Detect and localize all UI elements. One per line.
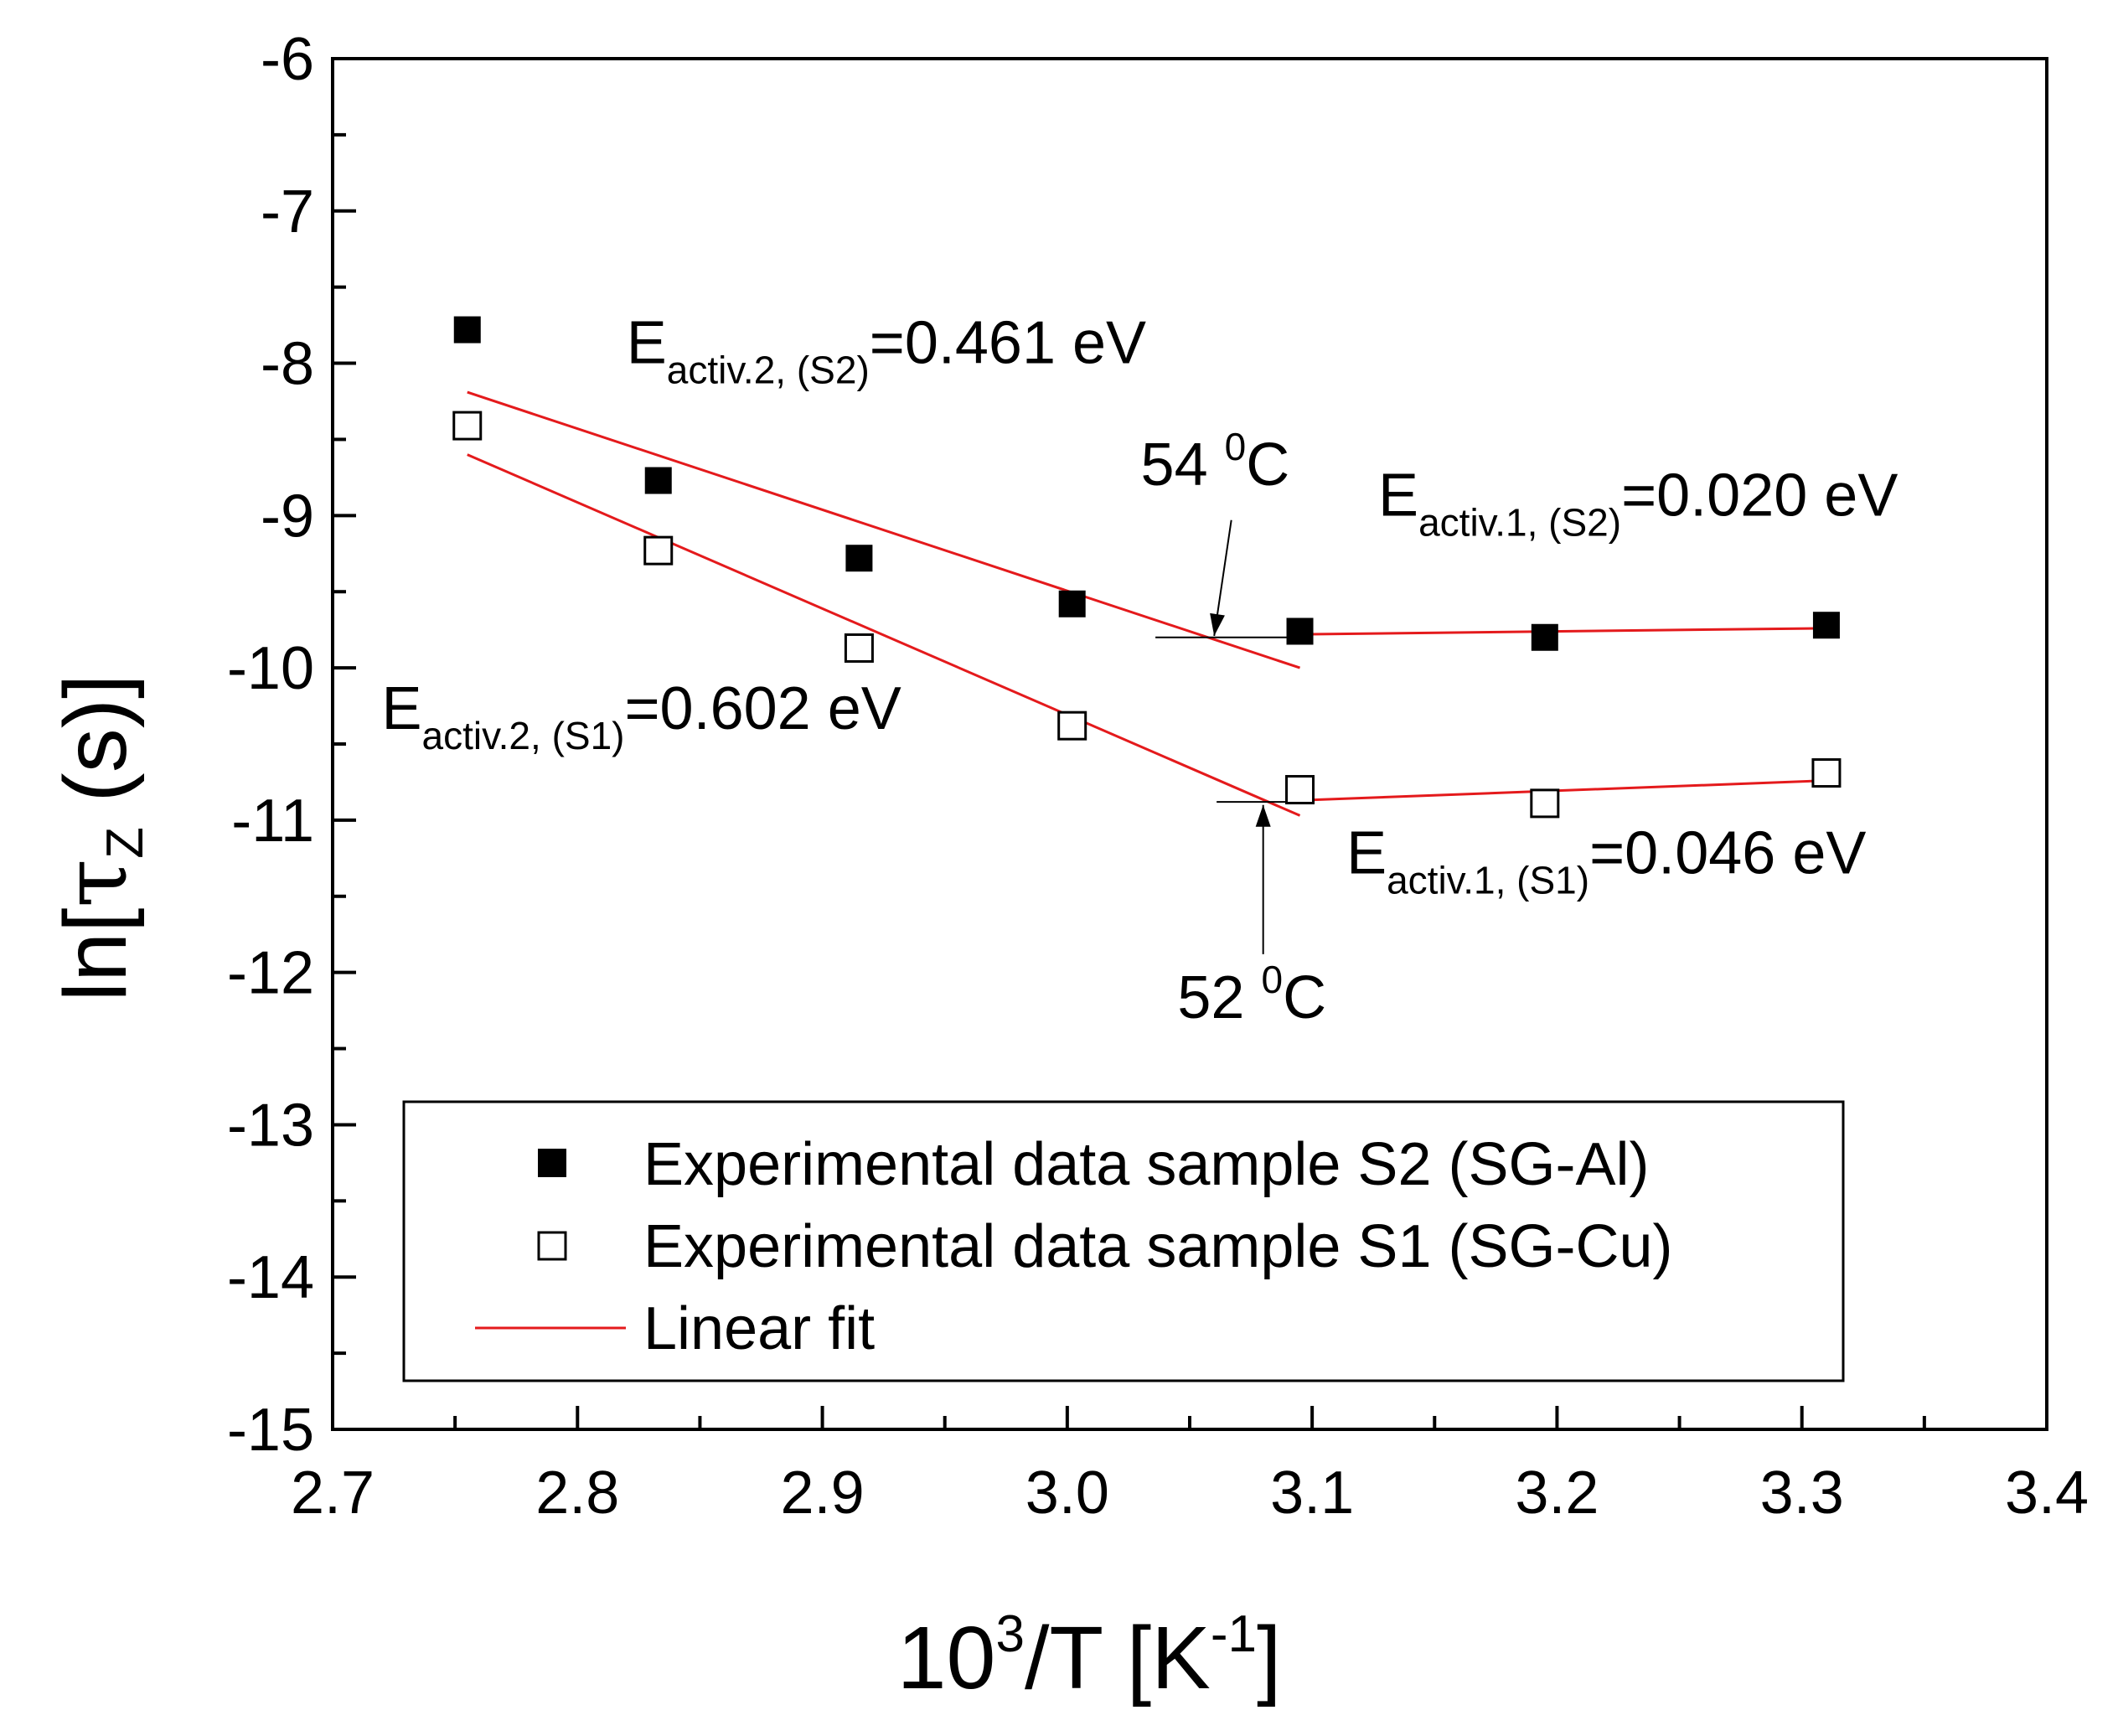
temperature-label-54c: 54 0C xyxy=(1141,425,1290,499)
data-point-s1 xyxy=(1530,788,1560,819)
data-point-s1 xyxy=(1285,775,1315,805)
data-point-s2 xyxy=(453,316,481,344)
temperature-label-52c: 52 0C xyxy=(1177,958,1326,1031)
y-tick-label: -6 xyxy=(261,26,314,93)
data-point-s1 xyxy=(643,535,674,566)
fit-line xyxy=(1299,627,1826,636)
legend-label-fit: Linear fit xyxy=(643,1295,875,1362)
x-tick-label: 3.0 xyxy=(1025,1460,1109,1527)
data-points xyxy=(452,316,1842,819)
data-point-s2 xyxy=(1058,590,1086,617)
x-tick-label: 2.7 xyxy=(291,1460,375,1527)
y-tick-label: -12 xyxy=(227,940,314,1007)
data-point-s1 xyxy=(844,633,874,663)
x-tick-label: 2.9 xyxy=(781,1460,865,1527)
y-tick-label: -7 xyxy=(261,178,314,245)
y-tick-label: -11 xyxy=(231,788,314,855)
legend-label-s2: Experimental data sample S2 (SG-Al) xyxy=(643,1131,1649,1198)
y-tick-label: -10 xyxy=(227,635,314,702)
plot-frame xyxy=(331,57,2048,1431)
temperature-marks: 54 0C 52 0C xyxy=(1141,425,1327,1031)
x-axis-title: 103/T [K-1] xyxy=(897,1605,1282,1708)
annotations: Eactiv.2, (S2)=0.461 eV Eactiv.2, (S1)=0… xyxy=(381,310,1898,902)
data-point-s1 xyxy=(452,411,483,441)
data-point-s1 xyxy=(1811,758,1842,788)
y-tick-label: -13 xyxy=(227,1092,314,1159)
annotation-eactiv1-s1: Eactiv.1, (S1)=0.046 eV xyxy=(1346,820,1866,902)
y-tick-label: -15 xyxy=(227,1397,314,1464)
fit-line xyxy=(1299,779,1826,802)
x-tick-label: 3.1 xyxy=(1270,1460,1354,1527)
x-tick-label: 2.8 xyxy=(535,1460,619,1527)
legend-marker-open-square xyxy=(537,1231,567,1261)
legend-marker-filled-square xyxy=(538,1149,566,1177)
y-tick-label: -14 xyxy=(227,1244,314,1311)
data-point-s2 xyxy=(1286,617,1314,645)
fit-line xyxy=(467,390,1301,669)
y-axis-title: ln[τZ (s)] xyxy=(44,674,154,1002)
fit-line xyxy=(467,453,1301,817)
annotation-eactiv1-s2: Eactiv.1, (S2)=0.020 eV xyxy=(1378,462,1898,544)
data-point-s2 xyxy=(1812,612,1840,639)
arrow-head xyxy=(1210,612,1225,636)
y-tick-label: -9 xyxy=(261,483,314,550)
data-point-s2 xyxy=(845,545,873,572)
x-tick-label: 3.3 xyxy=(1760,1460,1844,1527)
y-tick-label: -8 xyxy=(261,331,314,398)
legend-box xyxy=(402,1100,1845,1382)
legend: Experimental data sample S2 (SG-Al) Expe… xyxy=(402,1100,1845,1382)
arrow-head xyxy=(1255,804,1271,827)
tick-labels: 2.7 2.8 2.9 3.0 3.1 3.2 3.3 3.4 -15 -14 -13 -12 -11 -… xyxy=(227,26,2089,1527)
data-point-s2 xyxy=(1531,623,1558,651)
x-tick-label: 3.2 xyxy=(1515,1460,1599,1527)
x-tick-label: 3.4 xyxy=(2005,1460,2089,1527)
annotation-eactiv2-s2: Eactiv.2, (S2)=0.461 eV xyxy=(627,310,1146,392)
fit-lines xyxy=(467,390,1826,817)
annotation-eactiv2-s1: Eactiv.2, (S1)=0.602 eV xyxy=(381,675,901,757)
temperature-arrows xyxy=(1210,519,1271,954)
data-point-s2 xyxy=(644,467,672,494)
legend-label-s1: Experimental data sample S1 (SG-Cu) xyxy=(643,1213,1673,1280)
data-point-s1 xyxy=(1057,710,1087,741)
